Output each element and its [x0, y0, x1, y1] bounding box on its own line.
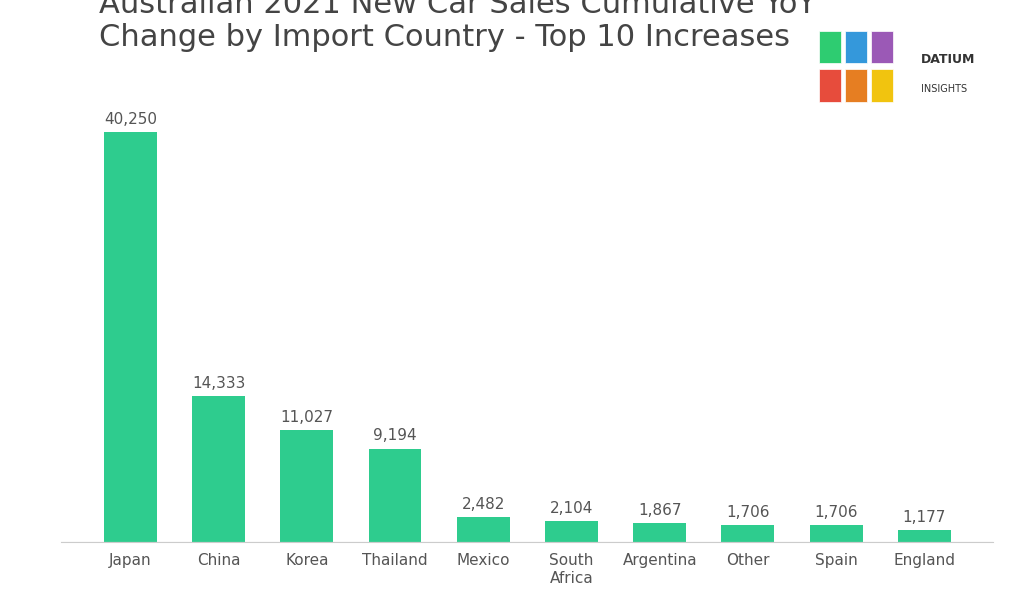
Text: 2,482: 2,482	[462, 496, 505, 512]
Text: 2,104: 2,104	[550, 501, 593, 516]
Bar	[545, 521, 598, 542]
Text: 1,706: 1,706	[726, 505, 770, 520]
Text: 40,250: 40,250	[103, 112, 157, 128]
Bar	[103, 132, 157, 542]
Text: 9,194: 9,194	[373, 428, 417, 444]
Bar	[722, 525, 774, 542]
FancyBboxPatch shape	[819, 31, 842, 63]
Text: Australian 2021 New Car Sales Cumulative YoY
Change by Import Country - Top 10 I: Australian 2021 New Car Sales Cumulative…	[98, 0, 815, 52]
Bar	[369, 448, 422, 542]
Text: 14,333: 14,333	[191, 376, 245, 391]
Bar	[633, 523, 686, 542]
Text: 1,867: 1,867	[638, 503, 682, 518]
Text: DATIUM: DATIUM	[921, 52, 975, 66]
FancyBboxPatch shape	[845, 31, 867, 63]
FancyBboxPatch shape	[819, 70, 842, 102]
Bar	[457, 517, 510, 542]
Bar	[898, 530, 951, 542]
Text: 11,027: 11,027	[281, 410, 333, 425]
Text: INSIGHTS: INSIGHTS	[921, 84, 967, 94]
FancyBboxPatch shape	[870, 31, 893, 63]
FancyBboxPatch shape	[870, 70, 893, 102]
Bar	[193, 396, 245, 542]
Bar	[810, 525, 862, 542]
Text: 1,177: 1,177	[903, 510, 946, 525]
FancyBboxPatch shape	[845, 70, 867, 102]
Text: 1,706: 1,706	[814, 505, 858, 520]
Bar	[281, 430, 333, 542]
